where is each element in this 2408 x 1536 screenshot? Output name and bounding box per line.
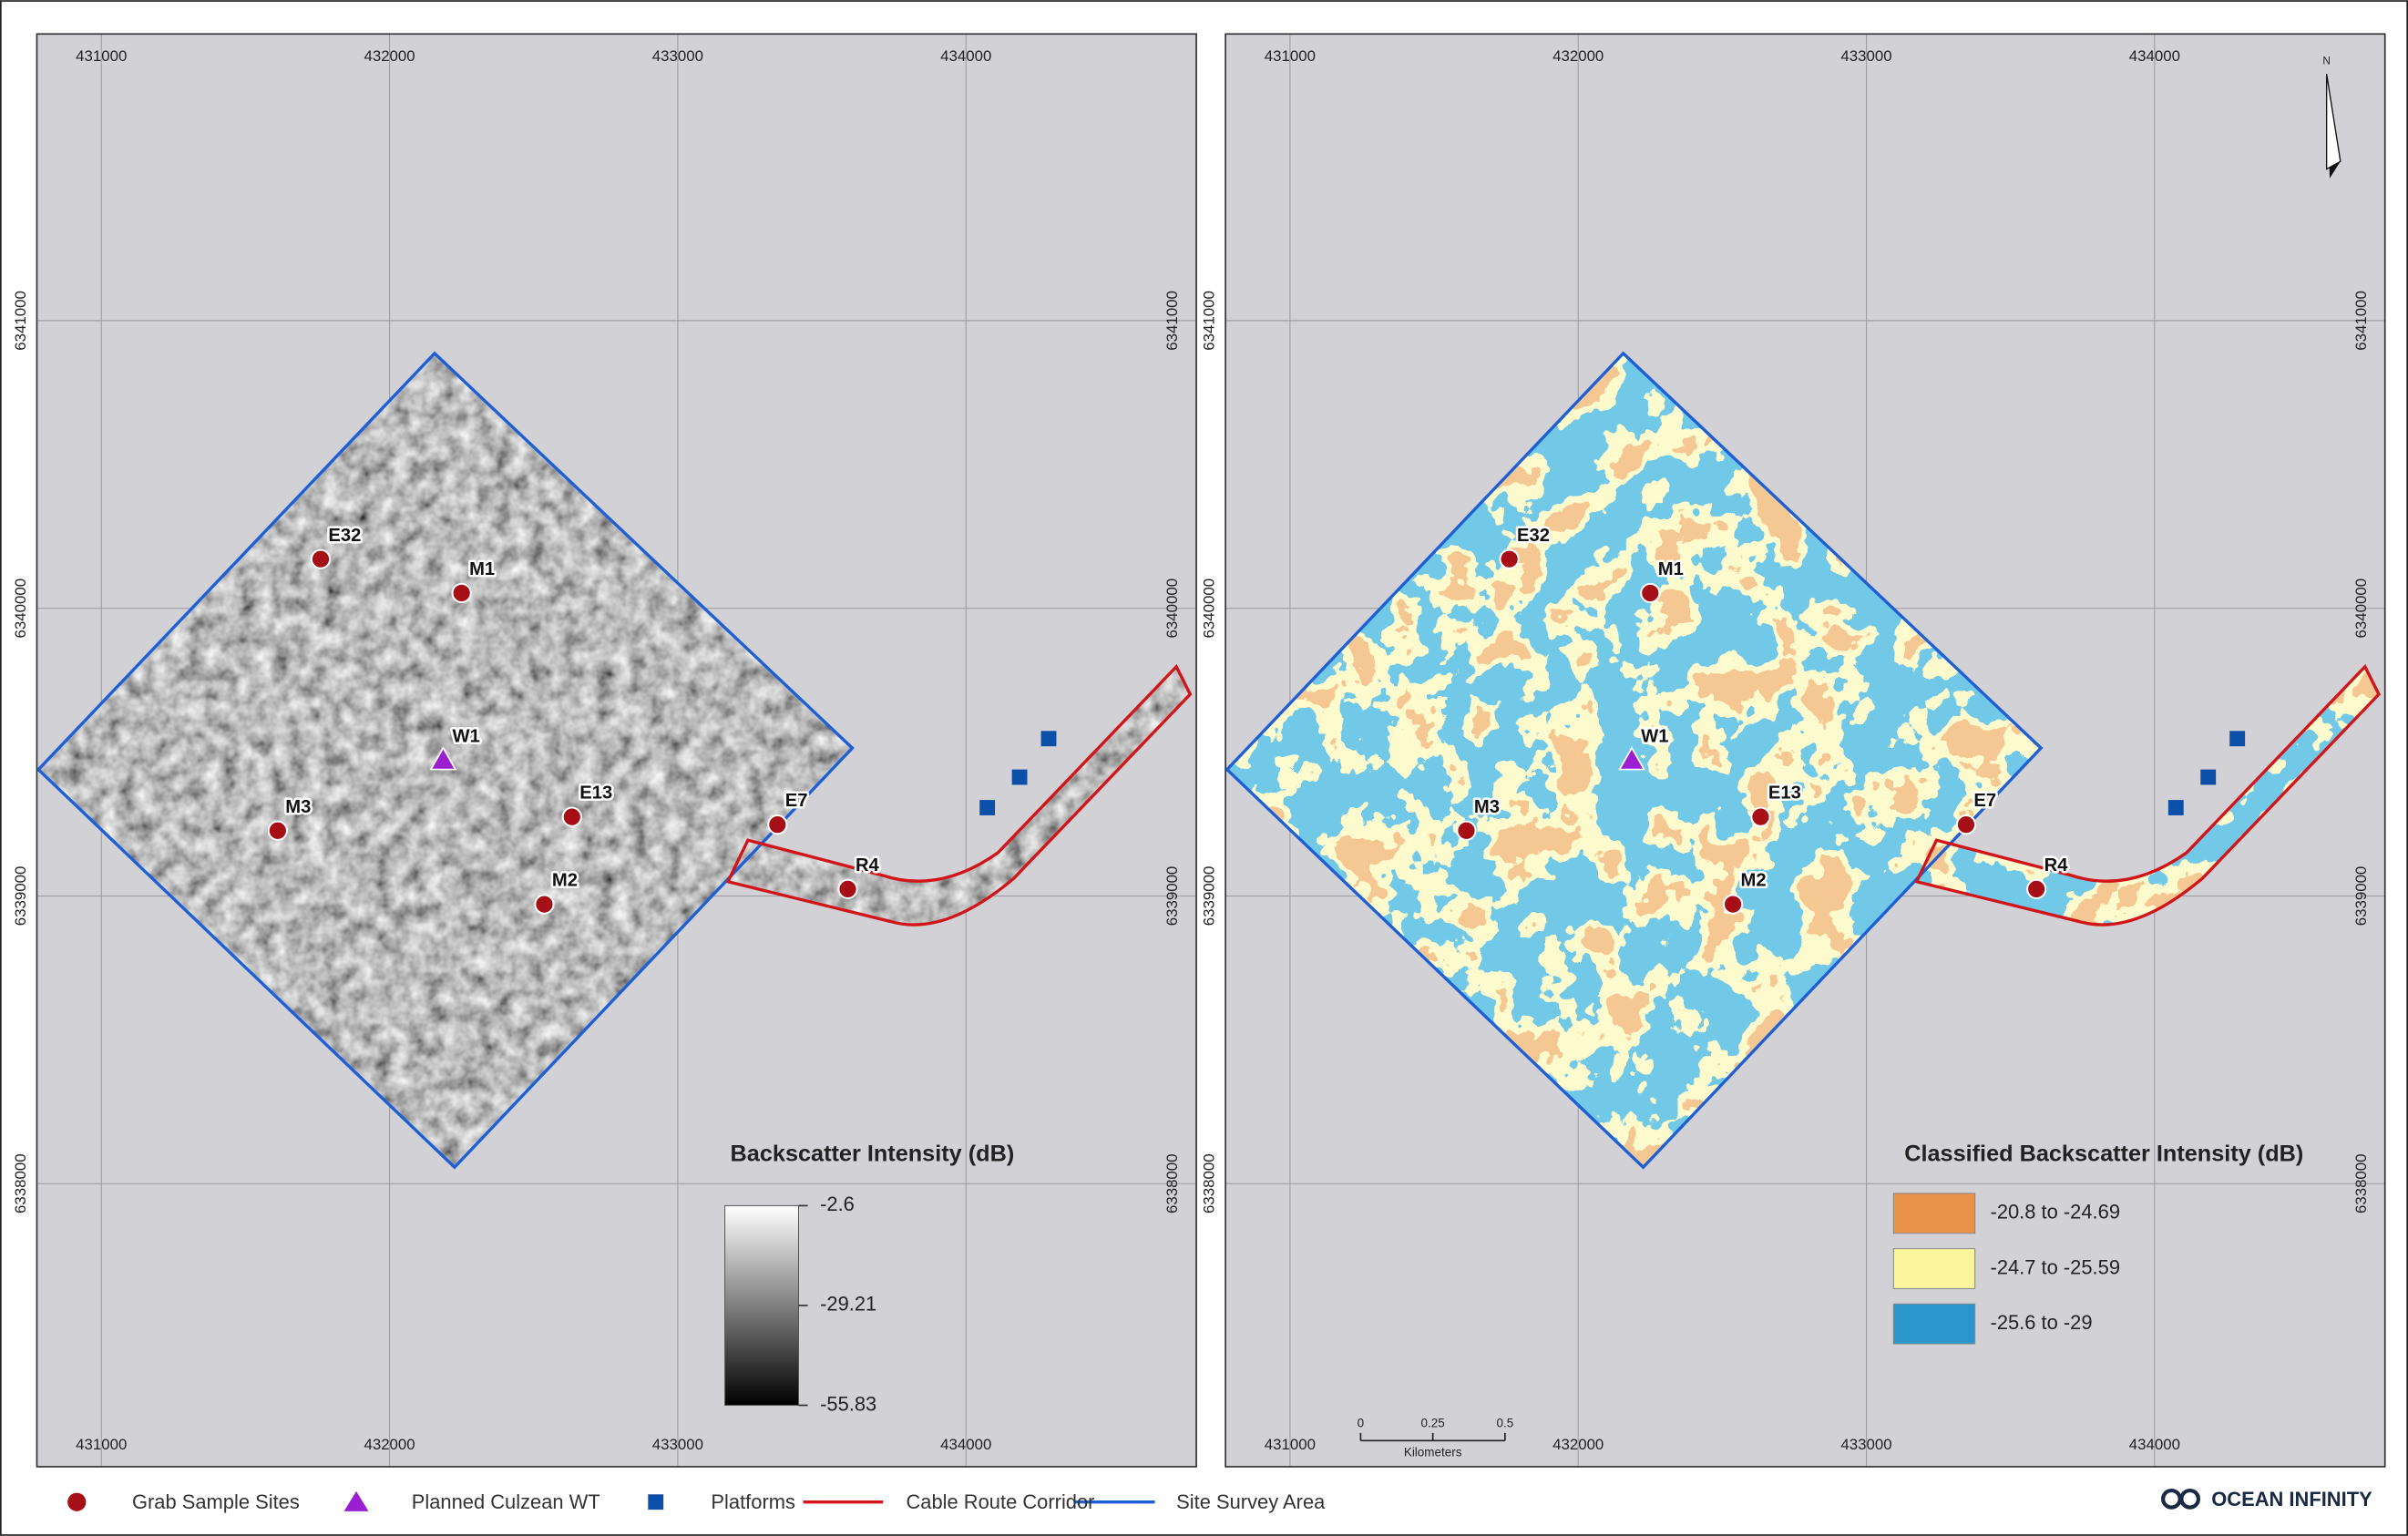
site-label: E32 [328, 526, 361, 546]
y-tick-label: 6341000 [2352, 291, 2370, 351]
site-label: E32 [1517, 526, 1550, 546]
site-label: M3 [1474, 797, 1500, 817]
grab-sample-site [2027, 880, 2045, 898]
grab-sample-site [838, 880, 856, 898]
logo-text: OCEAN INFINITY [2211, 1488, 2372, 1510]
y-tick-label: 6339000 [12, 866, 29, 927]
legend-label: Platforms [711, 1490, 795, 1513]
grab-sample-site [453, 584, 471, 602]
y-tick-label: 6341000 [12, 291, 29, 351]
platform [1041, 731, 1057, 746]
site-label: R4 [2044, 855, 2069, 876]
scale-label: 0.25 [1421, 1416, 1445, 1429]
grab-sample-site [312, 550, 330, 568]
scale-unit: Kilometers [1404, 1445, 1462, 1459]
legend-title: Classified Backscatter Intensity (dB) [1904, 1141, 2303, 1166]
grab-sample-site [1641, 584, 1659, 602]
y-tick-label: 6339000 [1163, 866, 1181, 927]
y-tick-label: 6338000 [1163, 1153, 1181, 1213]
x-tick-label: 433000 [1840, 47, 1891, 65]
site-label: M3 [285, 797, 311, 817]
site-label: E13 [579, 783, 612, 804]
legend-label: -24.7 to -25.59 [1991, 1255, 2121, 1278]
y-tick-label: 6339000 [1201, 866, 1218, 927]
site-label: W1 [1641, 726, 1668, 746]
y-tick-label: 6341000 [1163, 291, 1181, 351]
y-tick-label: 6338000 [12, 1153, 29, 1213]
x-tick-label: 431000 [1265, 1436, 1316, 1453]
grab-sample-site [768, 815, 786, 834]
platform [2229, 731, 2245, 746]
site-label: M2 [552, 871, 578, 891]
page: E32 M1 M3 E13 M2 E7 R4 W1 431000 431000 432000 4320… [0, 0, 2408, 1536]
legend-swatch [1893, 1249, 1974, 1289]
legend-swatch [1893, 1304, 1974, 1344]
site-label: M2 [1741, 871, 1767, 891]
y-tick-label: 6341000 [1201, 291, 1218, 351]
legend-label: Grab Sample Sites [132, 1490, 300, 1513]
legend-symbol [67, 1493, 86, 1511]
site-label: E7 [785, 791, 808, 811]
grab-sample-site [563, 808, 581, 826]
y-tick-label: 6340000 [1163, 579, 1181, 639]
ramp-label: -29.21 [820, 1293, 876, 1316]
x-tick-label: 434000 [940, 1436, 991, 1453]
site-label: M1 [1658, 559, 1684, 579]
ramp-label: -2.6 [820, 1193, 855, 1215]
platform [2200, 770, 2216, 785]
site-label: R4 [856, 855, 880, 876]
x-tick-label: 432000 [364, 47, 415, 65]
y-tick-label: 6340000 [2352, 579, 2370, 639]
legend-label: -25.6 to -29 [1991, 1311, 2093, 1334]
legend-label: Planned Culzean WT [412, 1490, 600, 1513]
scale-label: 0.5 [1497, 1416, 1514, 1429]
y-tick-label: 6340000 [1201, 579, 1218, 639]
x-tick-label: 431000 [76, 1436, 127, 1453]
y-tick-label: 6339000 [2352, 866, 2370, 927]
grab-sample-site [1724, 896, 1742, 914]
platform [1012, 770, 1028, 785]
x-tick-label: 432000 [1552, 1436, 1604, 1453]
legend-label: -20.8 to -24.69 [1991, 1201, 2121, 1224]
site-label: W1 [453, 726, 480, 746]
figure: E32 M1 M3 E13 M2 E7 R4 W1 431000 431000 432000 4320… [0, 0, 2408, 1536]
platform [979, 800, 995, 815]
site-label: E13 [1768, 783, 1801, 804]
x-tick-label: 433000 [652, 47, 703, 65]
x-tick-label: 434000 [2129, 1436, 2180, 1453]
y-tick-label: 6338000 [1201, 1153, 1218, 1213]
x-tick-label: 432000 [1552, 47, 1604, 65]
y-tick-label: 6340000 [12, 579, 29, 639]
map-panel: E32 M1 M3 E13 M2 E7 R4 W1 431000 431000 432000 4320… [1201, 34, 2387, 1467]
north-label: N [2322, 56, 2331, 67]
grab-sample-site [1751, 808, 1769, 826]
map-panel: E32 M1 M3 E13 M2 E7 R4 W1 431000 431000 432000 4320… [12, 34, 1198, 1467]
site-label: M1 [469, 559, 495, 579]
y-tick-label: 6338000 [2352, 1153, 2370, 1213]
grab-sample-site [1957, 815, 1975, 834]
ramp-label: -55.83 [820, 1392, 876, 1415]
x-tick-label: 431000 [1265, 47, 1316, 65]
legend-title: Backscatter Intensity (dB) [731, 1141, 1015, 1166]
x-tick-label: 432000 [364, 1436, 415, 1453]
legend-swatch [1893, 1193, 1974, 1234]
legend-label: Cable Route Corridor [906, 1490, 1094, 1513]
site-label: E7 [1973, 791, 1996, 811]
platform [2168, 800, 2184, 815]
scale-label: 0 [1358, 1416, 1365, 1429]
grab-sample-site [1457, 822, 1475, 840]
grab-sample-site [535, 896, 553, 914]
grab-sample-site [269, 822, 287, 840]
x-tick-label: 433000 [652, 1436, 703, 1453]
legend-label: Site Survey Area [1176, 1490, 1326, 1513]
x-tick-label: 431000 [76, 47, 127, 65]
x-tick-label: 434000 [2129, 47, 2180, 65]
color-ramp [725, 1205, 799, 1405]
x-tick-label: 433000 [1840, 1436, 1891, 1453]
legend-symbol [648, 1494, 663, 1510]
grab-sample-site [1501, 550, 1519, 568]
x-tick-label: 434000 [940, 47, 991, 65]
